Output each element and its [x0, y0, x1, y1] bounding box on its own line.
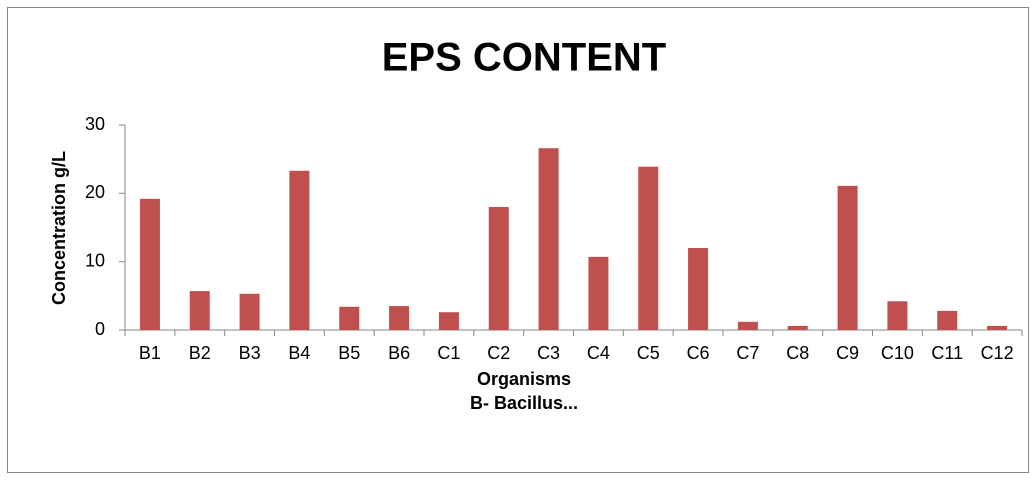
bar	[139, 198, 160, 330]
x-tick-label: C2	[487, 343, 510, 363]
bar	[987, 325, 1008, 330]
bar	[438, 312, 459, 330]
x-tick-label: C7	[736, 343, 759, 363]
bar	[638, 166, 659, 330]
bar	[289, 170, 310, 330]
bar	[189, 291, 210, 330]
bar	[538, 148, 559, 330]
x-tick-label: C12	[981, 343, 1014, 363]
x-tick-label: C6	[687, 343, 710, 363]
x-tick-label: C10	[881, 343, 914, 363]
x-tick-label: B1	[139, 343, 161, 363]
y-tick-label: 0	[95, 319, 105, 339]
chart-border	[7, 7, 1029, 473]
chart-title: EPS CONTENT	[382, 36, 666, 80]
x-tick-label: B3	[239, 343, 261, 363]
bar	[937, 310, 958, 330]
bar	[837, 185, 858, 330]
y-tick-label: 30	[85, 114, 105, 134]
x-tick-label: C1	[437, 343, 460, 363]
x-tick-label: B6	[388, 343, 410, 363]
x-tick-label: C4	[587, 343, 610, 363]
x-tick-label: B4	[288, 343, 310, 363]
bar	[239, 293, 260, 330]
x-axis-title: Organisms	[477, 369, 571, 389]
x-tick-label: C3	[537, 343, 560, 363]
y-tick-label: 10	[85, 250, 105, 270]
bar	[339, 306, 360, 330]
x-tick-label: B5	[338, 343, 360, 363]
bar	[389, 306, 410, 330]
y-axis-title: Concentration g/L	[49, 151, 69, 305]
bar	[787, 325, 808, 330]
x-tick-label: C5	[637, 343, 660, 363]
x-axis-subtitle: B- Bacillus...	[470, 393, 578, 413]
y-tick-label: 20	[85, 182, 105, 202]
x-tick-label: C11	[931, 343, 963, 363]
bar	[688, 248, 709, 330]
bar	[588, 256, 609, 330]
x-tick-label: C9	[836, 343, 859, 363]
bar	[887, 301, 908, 330]
bar	[488, 207, 509, 330]
bar	[737, 321, 758, 330]
x-tick-label: C8	[786, 343, 809, 363]
x-tick-label: B2	[189, 343, 211, 363]
